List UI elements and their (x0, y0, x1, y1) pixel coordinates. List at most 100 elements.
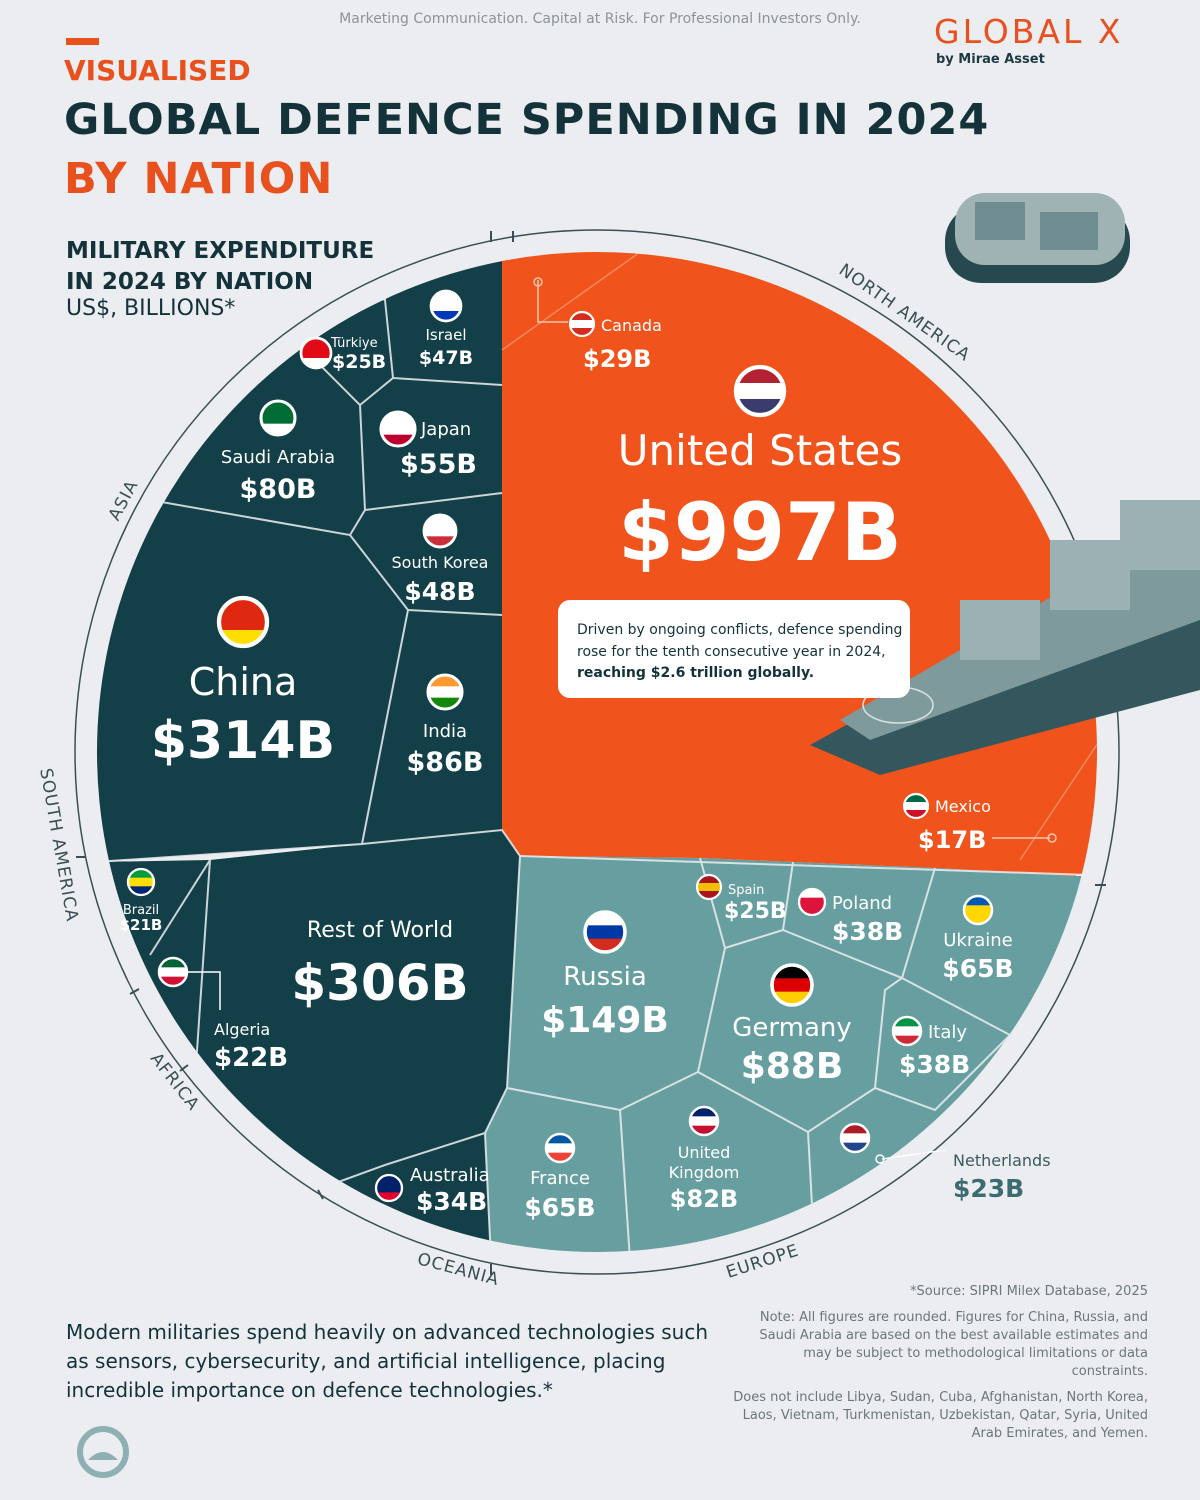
label-ukraine-value: $65B (942, 954, 1013, 983)
cell-poland (783, 862, 935, 978)
source-line: *Source: SIPRI Milex Database, 2025 (910, 1284, 1148, 1299)
label-italy-name: Italy (928, 1022, 967, 1043)
flag-poland-icon (797, 887, 827, 917)
label-india-value: $86B (407, 747, 484, 778)
chart-subtitle: MILITARY EXPENDITURE IN 2024 BY NATION (66, 238, 375, 295)
label-rest-of-world-value: $306B (291, 954, 468, 1012)
region-label-asia: ASIA (105, 477, 143, 524)
label-france-value: $65B (524, 1193, 595, 1222)
label-india-name: India (423, 721, 467, 742)
flag-netherlands-icon (839, 1122, 871, 1154)
label-japan-name: Japan (420, 419, 471, 440)
cell-italy (875, 978, 1010, 1110)
label-brazil-name: Brazil (123, 903, 159, 918)
leader-lines-us (533, 277, 1057, 843)
label-mexico-name: Mexico (935, 797, 991, 816)
label-canada-name: Canada (601, 316, 662, 335)
flag-algeria-icon (157, 956, 189, 988)
label-russia-value: $149B (541, 1000, 669, 1041)
flag-india-icon (426, 673, 464, 711)
label-germany-value: $88B (741, 1046, 844, 1087)
flag-russia-icon (583, 910, 627, 954)
flag-saudi-arabia-icon (259, 399, 297, 437)
flags-layer (126, 289, 994, 1203)
label-turkiye-value: $25B (332, 351, 386, 373)
label-spain-name: Spain (728, 883, 764, 898)
flag-ukraine-icon (962, 894, 994, 926)
label-turkiye-name: Türkiye (330, 336, 378, 351)
label-saudi-arabia-value: $80B (240, 474, 317, 505)
flag-mexico-icon (902, 792, 930, 820)
chart-unit: US$, BILLIONS* (66, 296, 236, 321)
label-poland-name: Poland (832, 893, 892, 914)
hovercraft-illustration (945, 193, 1130, 283)
label-united-kingdom-name: United (678, 1143, 731, 1162)
footnote: Modern militaries spend heavily on advan… (66, 1320, 709, 1402)
cell-france (485, 1088, 630, 1252)
annotation-text-bold: reaching $2.6 trillion globally. (577, 665, 814, 681)
label-canada-value: $29B (583, 345, 651, 373)
warship-illustration (810, 500, 1200, 775)
cell-saudi-arabia (150, 345, 365, 535)
label-ukraine-name: Ukraine (943, 930, 1013, 951)
flag-germany-icon (770, 963, 814, 1007)
cell-rest-of-world (195, 830, 520, 1185)
outer-ring (74, 229, 1120, 1275)
flag-israel-icon (429, 289, 463, 323)
label-algeria-value: $22B (214, 1043, 288, 1073)
label-south-korea-value: $48B (404, 577, 475, 606)
page-title: GLOBAL DEFENCE SPENDING IN 2024 (64, 95, 990, 145)
cell-japan (360, 378, 502, 510)
annotation-text-2: rose for the tenth consecutive year in 2… (577, 644, 886, 660)
label-france-name: France (530, 1168, 590, 1189)
label-australia-value: $34B (416, 1187, 487, 1216)
brand-tagline: by Mirae Asset (936, 52, 1045, 67)
cell-germany (698, 930, 902, 1132)
leader-lines-dark (188, 971, 221, 1010)
label-united-kingdom-name-2: Kingdom (669, 1163, 740, 1182)
flag-turkiye-icon (299, 336, 333, 370)
label-south-korea-name: South Korea (392, 553, 489, 572)
label-israel-value: $47B (419, 347, 473, 369)
flag-south-korea-icon (422, 513, 458, 549)
flag-australia-icon (374, 1173, 404, 1203)
flag-spain-icon (695, 873, 723, 901)
brand-logo: GLOBAL X (934, 12, 1124, 51)
label-netherlands-value: $23B (953, 1174, 1024, 1203)
note-line: Note: All figures are rounded. Figures f… (759, 1310, 1148, 1379)
label-china-name: China (189, 660, 298, 704)
flag-united-kingdom-icon (688, 1105, 720, 1137)
cell-russia (507, 856, 725, 1110)
label-japan-value: $55B (400, 449, 477, 480)
label-united-states-name: United States (618, 426, 902, 475)
flag-canada-icon (568, 310, 596, 338)
cell-south-korea (350, 493, 502, 615)
flag-france-icon (544, 1132, 576, 1164)
label-australia-name: Australia (410, 1165, 490, 1186)
flag-united-states-icon (733, 364, 787, 418)
leader-line-netherlands (875, 1149, 946, 1164)
label-rest-of-world-name: Rest of World (307, 918, 453, 943)
source-block: *Source: SIPRI Milex Database, 2025 Note… (728, 1283, 1148, 1451)
page-title-accent: BY NATION (64, 154, 334, 204)
publisher-logo-icon (77, 1426, 129, 1478)
flag-china-icon (216, 595, 270, 649)
label-algeria-name: Algeria (214, 1020, 270, 1039)
accent-dash (66, 38, 99, 45)
ring-ticks (76, 231, 1106, 1275)
label-spain-value: $25B (724, 899, 787, 924)
cell-united-kingdom (620, 1072, 815, 1252)
kicker: VISUALISED (64, 54, 251, 87)
label-china-value: $314B (151, 711, 335, 771)
annotation-box (558, 600, 910, 698)
label-netherlands-name: Netherlands (953, 1151, 1051, 1170)
label-united-kingdom-value: $82B (670, 1185, 738, 1213)
label-united-states-value: $997B (618, 486, 902, 579)
label-russia-name: Russia (563, 962, 647, 992)
label-germany-name: Germany (732, 1013, 852, 1043)
region-label-south-america: SOUTH AMERICA (35, 767, 82, 924)
flag-italy-icon (891, 1015, 923, 1047)
label-brazil-value: $21B (120, 916, 163, 934)
label-mexico-value: $17B (918, 826, 986, 854)
